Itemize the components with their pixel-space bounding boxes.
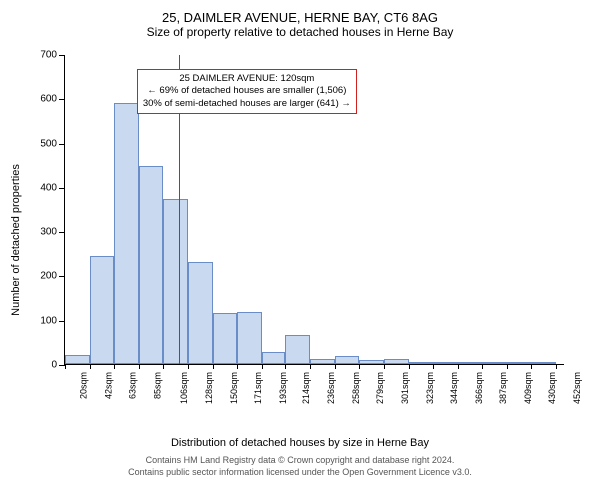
histogram-bar xyxy=(139,166,163,364)
x-tick-label: 409sqm xyxy=(523,372,533,404)
histogram-bar xyxy=(384,359,409,364)
histogram-bar xyxy=(458,362,482,364)
x-tick xyxy=(310,364,311,369)
x-tick-label: 20sqm xyxy=(79,372,89,399)
y-tick-label: 500 xyxy=(40,138,65,149)
x-tick xyxy=(139,364,140,369)
x-tick xyxy=(556,364,557,369)
x-tick-label: 106sqm xyxy=(179,372,189,404)
histogram-bar xyxy=(262,352,286,364)
x-tick xyxy=(335,364,336,369)
x-tick xyxy=(482,364,483,369)
x-tick-label: 387sqm xyxy=(498,372,508,404)
x-tick xyxy=(114,364,115,369)
x-tick xyxy=(384,364,385,369)
x-tick-label: 63sqm xyxy=(127,372,137,399)
plot-area: 010020030040050060070020sqm42sqm63sqm85s… xyxy=(64,55,564,365)
x-tick-label: 452sqm xyxy=(572,372,582,404)
x-tick-label: 366sqm xyxy=(474,372,484,404)
footer: Contains HM Land Registry data © Crown c… xyxy=(128,455,472,478)
x-tick xyxy=(262,364,263,369)
annotation-box: 25 DAIMLER AVENUE: 120sqm← 69% of detach… xyxy=(137,69,357,114)
histogram-bar xyxy=(359,360,384,364)
histogram-bar xyxy=(237,312,262,364)
y-tick-label: 0 xyxy=(51,360,65,371)
histogram-bar xyxy=(531,362,556,364)
x-tick xyxy=(65,364,66,369)
footer-line1: Contains HM Land Registry data © Crown c… xyxy=(128,455,472,467)
x-tick-label: 236sqm xyxy=(326,372,336,404)
x-tick xyxy=(458,364,459,369)
x-tick xyxy=(90,364,91,369)
x-tick xyxy=(188,364,189,369)
x-tick-label: 258sqm xyxy=(351,372,361,404)
x-tick-label: 301sqm xyxy=(400,372,410,404)
histogram-bar xyxy=(65,355,90,364)
histogram-bar xyxy=(433,362,458,364)
histogram-bar xyxy=(335,356,359,364)
y-tick-label: 600 xyxy=(40,94,65,105)
x-tick-label: 323sqm xyxy=(425,372,435,404)
x-tick xyxy=(237,364,238,369)
x-tick-label: 279sqm xyxy=(375,372,385,404)
x-tick-label: 171sqm xyxy=(253,372,263,404)
page-title: 25, DAIMLER AVENUE, HERNE BAY, CT6 8AG xyxy=(162,10,438,25)
footer-line2: Contains public sector information licen… xyxy=(128,467,472,479)
x-tick-label: 85sqm xyxy=(152,372,162,399)
annotation-line3: 30% of semi-detached houses are larger (… xyxy=(143,98,351,110)
y-tick-label: 100 xyxy=(40,315,65,326)
histogram-bar xyxy=(213,313,237,364)
histogram-bar xyxy=(482,362,507,364)
histogram-bar xyxy=(285,335,310,364)
x-tick-label: 214sqm xyxy=(301,372,311,404)
x-tick xyxy=(409,364,410,369)
y-tick-label: 700 xyxy=(40,50,65,61)
annotation-line1: 25 DAIMLER AVENUE: 120sqm xyxy=(143,73,351,85)
y-axis-label: Number of detached properties xyxy=(10,164,22,316)
y-tick-label: 300 xyxy=(40,227,65,238)
x-tick-label: 42sqm xyxy=(104,372,114,399)
x-tick-label: 150sqm xyxy=(229,372,239,404)
x-tick-label: 430sqm xyxy=(547,372,557,404)
annotation-line2: ← 69% of detached houses are smaller (1,… xyxy=(143,85,351,97)
x-tick xyxy=(213,364,214,369)
histogram-bar xyxy=(114,103,139,364)
x-tick xyxy=(163,364,164,369)
x-tick xyxy=(285,364,286,369)
x-tick xyxy=(507,364,508,369)
y-tick-label: 200 xyxy=(40,271,65,282)
page-subtitle: Size of property relative to detached ho… xyxy=(147,25,454,39)
histogram-bar xyxy=(163,199,188,364)
x-tick-label: 128sqm xyxy=(204,372,214,404)
x-tick xyxy=(359,364,360,369)
x-tick xyxy=(433,364,434,369)
histogram-bar xyxy=(90,256,114,365)
histogram-bar xyxy=(409,362,433,364)
y-tick-label: 400 xyxy=(40,182,65,193)
x-tick-label: 344sqm xyxy=(449,372,459,404)
chart-container: Number of detached properties 0100200300… xyxy=(20,45,580,435)
x-axis-label: Distribution of detached houses by size … xyxy=(171,437,429,449)
histogram-bar xyxy=(507,362,531,364)
x-tick xyxy=(531,364,532,369)
histogram-bar xyxy=(310,359,335,364)
x-tick-label: 193sqm xyxy=(278,372,288,404)
histogram-bar xyxy=(188,262,213,364)
